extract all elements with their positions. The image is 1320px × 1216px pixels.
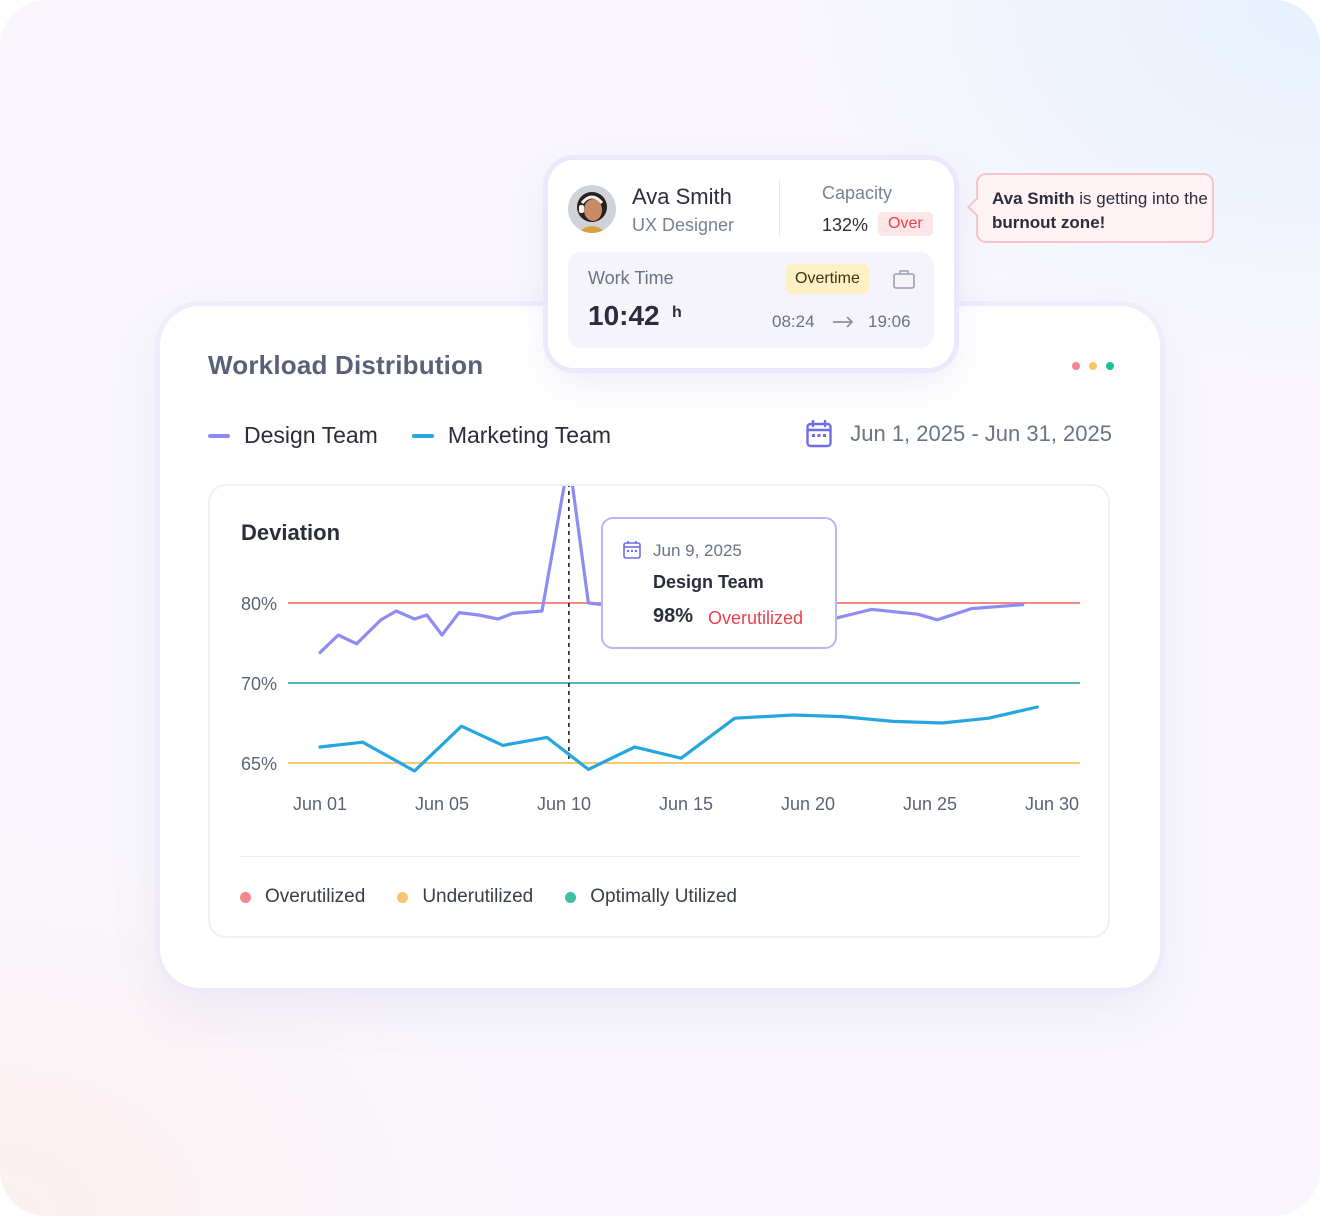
x-tick-label: Jun 25 — [903, 794, 957, 814]
briefcase-icon — [893, 270, 915, 289]
x-tick-label: Jun 05 — [415, 794, 469, 814]
legend-item-underutilized: Underutilized — [397, 886, 533, 908]
work-end-time: 19:06 — [868, 312, 911, 331]
profile-divider — [779, 180, 780, 236]
more-dot-red — [1072, 362, 1080, 370]
work-time-value: 10:42 — [588, 300, 660, 331]
burnout-alert: Ava Smith is getting into the burnout zo… — [967, 173, 1214, 243]
capacity-status-badge: Over — [878, 212, 933, 236]
work-time-panel: Work Time 10:42 h Overtime 08:24 19:06 — [568, 252, 934, 348]
legend-item-optimal: Optimally Utilized — [565, 886, 737, 908]
y-tick-label: 65% — [241, 754, 277, 774]
chart-divider — [240, 856, 1080, 857]
legend-dot-overutilized — [240, 891, 251, 903]
alert-zone: burnout zone! — [992, 213, 1106, 232]
card-title: Workload Distribution — [208, 350, 484, 380]
y-tick-label: 70% — [241, 674, 277, 694]
x-tick-label: Jun 30 — [1025, 794, 1079, 814]
overtime-badge: Overtime — [786, 264, 869, 294]
tooltip-status: Overutilized — [708, 608, 804, 628]
legend-item-marketing[interactable]: Marketing Team — [411, 422, 612, 449]
x-tick-label: Jun 15 — [659, 794, 713, 814]
legend-label-marketing: Marketing Team — [447, 422, 612, 448]
alert-text: is getting into the — [1074, 189, 1208, 208]
legend-dot-underutilized — [397, 891, 409, 903]
date-range-text: Jun 1, 2025 - Jun 31, 2025 — [850, 421, 1112, 446]
legend-label-underutilized: Underutilized — [422, 886, 534, 907]
alert-message: Ava Smith is getting into the burnout zo… — [992, 187, 1210, 235]
x-tick-label: Jun 01 — [293, 794, 347, 814]
work-time-unit: h — [672, 304, 682, 321]
more-options-icon[interactable] — [1072, 362, 1114, 370]
more-dot-yellow — [1089, 362, 1097, 370]
capacity-value: 132% — [822, 215, 869, 235]
legend-dot-optimal — [565, 891, 577, 903]
chart-title: Deviation — [241, 520, 341, 545]
capacity-label: Capacity — [822, 183, 893, 203]
x-tick-label: Jun 20 — [781, 794, 835, 814]
arrow-right-icon — [833, 316, 854, 328]
calendar-icon — [806, 420, 832, 448]
x-tick-label: Jun 10 — [537, 794, 591, 814]
legend-label-optimal: Optimally Utilized — [590, 886, 737, 907]
date-range-picker[interactable]: Jun 1, 2025 - Jun 31, 2025 — [806, 420, 1112, 448]
legend-label-design: Design Team — [244, 422, 378, 448]
y-tick-label: 80% — [241, 594, 277, 614]
legend-label-overutilized: Overutilized — [265, 886, 366, 907]
utilization-legend: Overutilized Underutilized Optimally Uti… — [240, 886, 769, 908]
workload-card: Workload Distribution Design Team Market… — [160, 306, 1160, 988]
tooltip-date: Jun 9, 2025 — [653, 541, 742, 560]
tooltip-team: Design Team — [653, 572, 764, 592]
more-dot-green — [1106, 362, 1114, 370]
chart-canvas: 80% 70% 65% Jun 01 Jun 05 Jun 10 Jun 15 Jun 20 J… — [241, 486, 1080, 814]
series-legend: Design Team Marketing Team — [208, 422, 645, 449]
profile-name: Ava Smith — [632, 184, 732, 209]
deviation-chart: Deviation 80% 70% 65% Jun 01 Jun 05 Jun 10 Jun… — [208, 484, 1110, 938]
legend-swatch-marketing — [411, 433, 434, 438]
chart-tooltip: Jun 9, 2025 Design Team 98% Overutilized — [601, 517, 837, 649]
alert-name: Ava Smith — [992, 189, 1075, 208]
series-line-marketing — [318, 705, 1039, 773]
legend-item-design[interactable]: Design Team — [208, 422, 378, 449]
tooltip-calendar-icon — [623, 541, 641, 559]
legend-swatch-design — [208, 433, 230, 438]
avatar[interactable] — [568, 185, 616, 233]
series-line-design — [318, 486, 1025, 655]
tooltip-value: 98% — [653, 605, 694, 627]
profile-role: UX Designer — [632, 215, 735, 235]
work-start-time: 08:24 — [772, 312, 815, 331]
profile-card: Ava Smith UX Designer Capacity 132% Over… — [548, 160, 954, 368]
legend-item-overutilized: Overutilized — [240, 886, 365, 908]
work-time-label: Work Time — [588, 268, 674, 288]
